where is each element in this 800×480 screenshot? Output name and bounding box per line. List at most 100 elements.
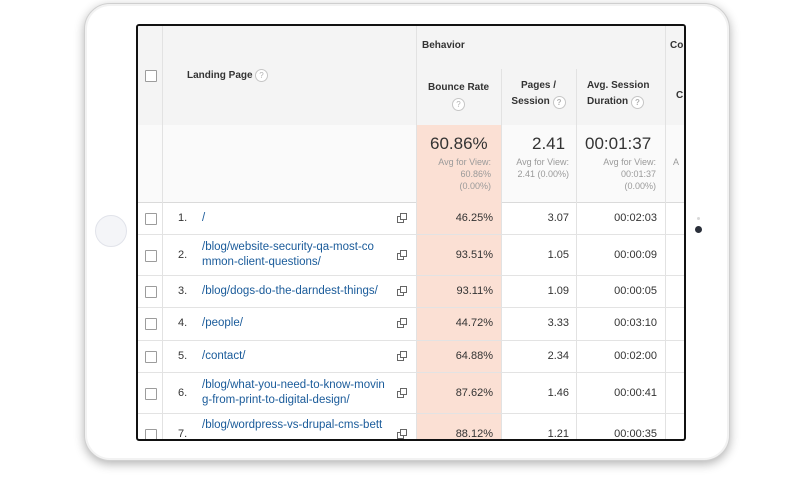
col-divider xyxy=(576,69,577,439)
summary-pages-session-sub: Avg for View: 2.41 (0.00%) xyxy=(501,156,569,180)
bounce-rate-cell: 93.51% xyxy=(455,249,493,261)
open-page-icon[interactable] xyxy=(397,429,407,439)
bounce-rate-header[interactable]: Bounce Rate xyxy=(428,82,490,93)
summary-bounce-rate-sub: Avg for View: 60.86% (0.00%) xyxy=(418,156,491,192)
bounce-rate-cell: 87.62% xyxy=(455,387,493,399)
row-number: 1. xyxy=(178,212,188,224)
summary-sub-line: Avg for View: xyxy=(603,157,656,167)
summary-sub-line: 60.86% xyxy=(460,169,491,179)
help-icon[interactable]: ? xyxy=(552,96,566,109)
summary-row xyxy=(138,125,684,203)
landing-page-link[interactable]: /people/ xyxy=(202,317,243,329)
row-number: 7. xyxy=(178,428,188,440)
pages-session-cell: 1.46 xyxy=(547,387,569,399)
next-column-header-cut: C xyxy=(676,90,684,101)
avg-duration-cell: 00:00:05 xyxy=(614,285,657,297)
table-row[interactable]: 2. /blog/website-security-qa-most-co mmo… xyxy=(138,235,684,276)
open-page-icon[interactable] xyxy=(397,318,407,328)
landing-page-header[interactable]: Landing Page xyxy=(187,70,253,81)
pages-session-cell: 1.09 xyxy=(547,285,569,297)
open-page-icon[interactable] xyxy=(397,351,407,361)
summary-avg-duration-sub: Avg for View: 00:01:37 (0.00%) xyxy=(578,156,656,192)
pages-session-cell: 1.21 xyxy=(547,428,569,440)
open-page-icon[interactable] xyxy=(397,250,407,260)
help-icon[interactable]: ? xyxy=(630,96,644,109)
avg-session-header-line1: Avg. Session xyxy=(587,80,650,91)
table-row[interactable]: 4. /people/ 44.72% 3.33 00:03:10 xyxy=(138,308,684,341)
next-group-header-cut: Co xyxy=(670,40,684,51)
select-all-checkbox[interactable] xyxy=(145,70,157,82)
open-page-icon[interactable] xyxy=(397,213,407,223)
landing-page-link[interactable]: /contact/ xyxy=(202,350,246,362)
avg-duration-cell: 00:00:09 xyxy=(614,249,657,261)
row-checkbox[interactable] xyxy=(145,286,157,298)
help-icon[interactable]: ? xyxy=(255,69,268,82)
open-page-icon[interactable] xyxy=(397,286,407,296)
summary-pages-session: 2.41 xyxy=(532,134,566,153)
avg-duration-cell: 00:03:10 xyxy=(614,317,657,329)
pages-session-cell: 3.33 xyxy=(547,317,569,329)
bounce-rate-cell: 46.25% xyxy=(455,212,493,224)
pages-session-cell: 3.07 xyxy=(547,212,569,224)
avg-duration-cell: 00:00:35 xyxy=(614,428,657,440)
bounce-rate-cell: 44.72% xyxy=(455,317,493,329)
row-number: 2. xyxy=(178,249,188,261)
table-row[interactable]: 7. /blog/wordpress-vs-drupal-cms-bett 88… xyxy=(138,414,684,440)
table-row[interactable]: 1. / 46.25% 3.07 00:02:03 xyxy=(138,203,684,235)
landing-page-link[interactable]: /blog/website-security-qa-most-co mmon-c… xyxy=(202,241,374,268)
avg-session-header-text: Duration xyxy=(587,96,629,107)
bounce-rate-column-highlight xyxy=(416,69,501,439)
landing-page-link[interactable]: /blog/dogs-do-the-darndest-things/ xyxy=(202,285,378,297)
summary-sub-line: 2.41 (0.00%) xyxy=(517,169,569,179)
landing-page-link[interactable]: /blog/wordpress-vs-drupal-cms-bett xyxy=(202,419,383,431)
table-row[interactable]: 5. /contact/ 64.88% 2.34 00:02:00 xyxy=(138,341,684,373)
landing-page-link[interactable]: / xyxy=(202,212,206,224)
col-divider xyxy=(162,26,163,439)
summary-sub-line: Avg for View: xyxy=(516,157,569,167)
column-header-row xyxy=(138,69,684,126)
avg-duration-cell: 00:02:03 xyxy=(614,212,657,224)
open-page-icon[interactable] xyxy=(397,388,407,398)
avg-session-header-line2: Duration ? xyxy=(587,94,649,110)
bounce-rate-cell: 93.11% xyxy=(456,285,494,297)
summary-sub-line: 00:01:37 xyxy=(620,169,656,179)
row-checkbox[interactable] xyxy=(145,351,157,363)
avg-duration-cell: 00:02:00 xyxy=(614,350,657,362)
behavior-group-header: Behavior xyxy=(422,40,465,51)
home-button[interactable] xyxy=(95,215,127,247)
pages-session-header-line2: Session ? xyxy=(501,94,576,110)
group-header-row xyxy=(138,26,684,70)
col-divider xyxy=(501,69,502,439)
row-checkbox[interactable] xyxy=(145,388,157,400)
row-checkbox[interactable] xyxy=(145,213,157,225)
summary-next-column-cut: A xyxy=(673,157,680,167)
summary-sub-line: (0.00%) xyxy=(459,181,491,191)
row-checkbox[interactable] xyxy=(145,250,157,262)
avg-session-duration-header[interactable]: Avg. Session Duration ? xyxy=(587,78,649,110)
row-number: 6. xyxy=(178,387,188,399)
landing-page-link[interactable]: /blog/what-you-need-to-know-movin g-from… xyxy=(202,379,385,406)
pages-session-cell: 2.34 xyxy=(547,350,569,362)
pages-session-header[interactable]: Pages / Session ? xyxy=(501,78,576,110)
pages-session-header-text: Session xyxy=(511,96,550,107)
help-icon[interactable]: ? xyxy=(452,98,465,111)
table-row[interactable]: 3. /blog/dogs-do-the-darndest-things/ 93… xyxy=(138,276,684,308)
analytics-screen: Landing Page ? Behavior Co Bounce Rate ?… xyxy=(136,24,686,441)
pages-session-cell: 1.05 xyxy=(547,249,569,261)
bounce-rate-header-bg xyxy=(416,69,501,125)
summary-sub-line: (0.00%) xyxy=(624,181,656,191)
row-checkbox[interactable] xyxy=(145,318,157,330)
row-number: 3. xyxy=(178,285,188,297)
row-number: 4. xyxy=(178,317,188,329)
bounce-rate-cell: 88.12% xyxy=(455,428,493,440)
summary-avg-duration: 00:01:37 xyxy=(585,134,652,153)
summary-bounce-rate: 60.86% xyxy=(430,134,488,153)
col-divider xyxy=(665,26,666,439)
row-checkbox[interactable] xyxy=(145,429,157,439)
col-divider xyxy=(416,26,417,439)
sensor-dot xyxy=(697,217,700,220)
row-number: 5. xyxy=(178,350,188,362)
camera-dot xyxy=(695,226,702,233)
bounce-rate-cell: 64.88% xyxy=(455,350,493,362)
table-row[interactable]: 6. /blog/what-you-need-to-know-movin g-f… xyxy=(138,373,684,414)
